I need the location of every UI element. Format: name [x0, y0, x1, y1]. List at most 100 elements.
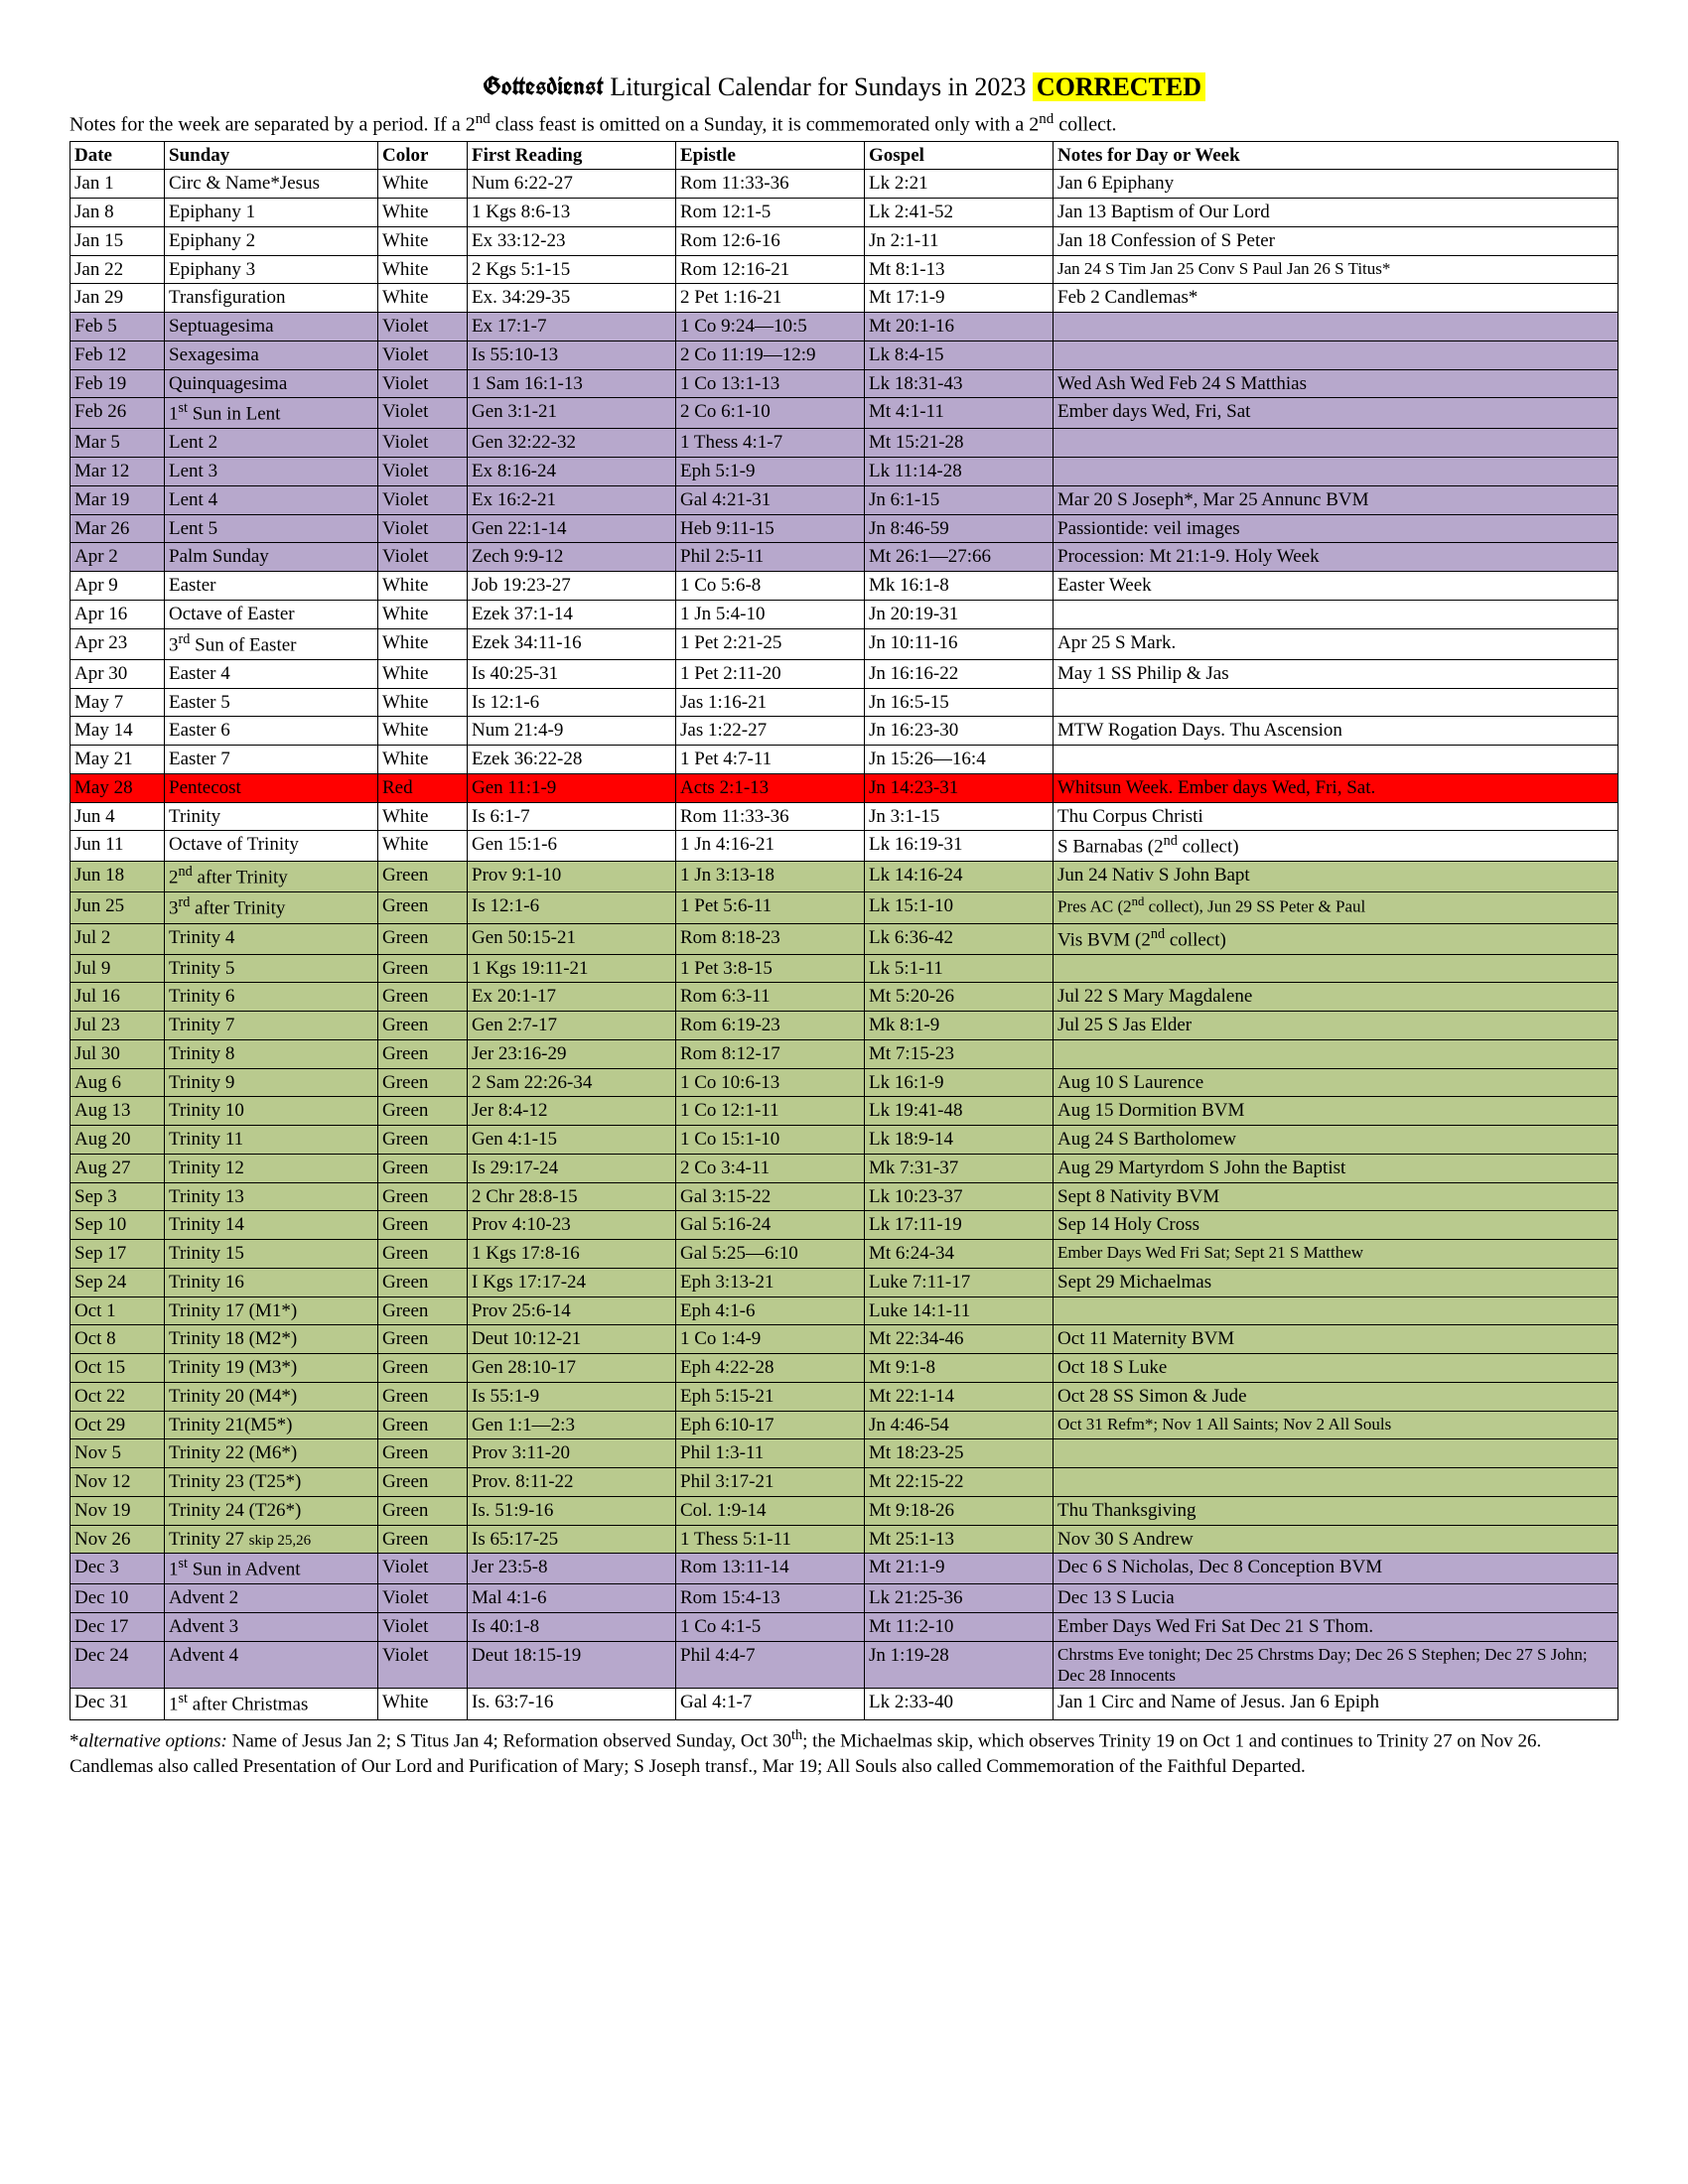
- gospel-cell: Mt 7:15-23: [865, 1039, 1054, 1068]
- notes-cell: Sep 14 Holy Cross: [1054, 1211, 1618, 1240]
- color-cell: Violet: [378, 1584, 468, 1613]
- epistle-cell: Eph 6:10-17: [676, 1411, 865, 1439]
- first-reading-cell: Gen 50:15-21: [468, 923, 676, 954]
- table-row: Apr 233rd Sun of EasterWhiteEzek 34:11-1…: [70, 628, 1618, 659]
- epistle-cell: Phil 1:3-11: [676, 1439, 865, 1468]
- first-reading-cell: Prov 4:10-23: [468, 1211, 676, 1240]
- epistle-cell: Rom 11:33-36: [676, 170, 865, 199]
- date-cell: Mar 5: [70, 429, 165, 458]
- first-reading-cell: 2 Kgs 5:1-15: [468, 255, 676, 284]
- first-reading-cell: Gen 32:22-32: [468, 429, 676, 458]
- sunday-cell: Trinity 11: [165, 1126, 378, 1155]
- gospel-cell: Mt 9:18-26: [865, 1496, 1054, 1525]
- notes-cell: Ember Days Wed Fri Sat Dec 21 S Thom.: [1054, 1613, 1618, 1642]
- date-cell: Jul 2: [70, 923, 165, 954]
- table-row: Jun 253rd after TrinityGreenIs 12:1-61 P…: [70, 892, 1618, 923]
- date-cell: Apr 30: [70, 659, 165, 688]
- footnote: *alternative options: Name of Jesus Jan …: [70, 1726, 1618, 1780]
- gospel-cell: Lk 18:31-43: [865, 369, 1054, 398]
- color-cell: White: [378, 831, 468, 862]
- sunday-cell: Epiphany 2: [165, 226, 378, 255]
- sunday-cell: Trinity 17 (M1*): [165, 1297, 378, 1325]
- notes-cell: Vis BVM (2nd collect): [1054, 923, 1618, 954]
- color-cell: Green: [378, 1496, 468, 1525]
- notes-cell: [1054, 746, 1618, 774]
- table-row: Nov 19Trinity 24 (T26*)GreenIs. 51:9-16C…: [70, 1496, 1618, 1525]
- notes-cell: Aug 24 S Bartholomew: [1054, 1126, 1618, 1155]
- gospel-cell: Lk 11:14-28: [865, 458, 1054, 486]
- first-reading-cell: Is 12:1-6: [468, 688, 676, 717]
- notes-cell: Jan 6 Epiphany: [1054, 170, 1618, 199]
- gospel-cell: Jn 3:1-15: [865, 802, 1054, 831]
- first-reading-cell: Is 6:1-7: [468, 802, 676, 831]
- date-cell: May 28: [70, 773, 165, 802]
- notes-cell: Ember days Wed, Fri, Sat: [1054, 398, 1618, 429]
- sunday-cell: Advent 3: [165, 1613, 378, 1642]
- first-reading-cell: Ex 33:12-23: [468, 226, 676, 255]
- date-cell: Oct 22: [70, 1382, 165, 1411]
- first-reading-cell: Ex 16:2-21: [468, 485, 676, 514]
- table-row: Apr 2Palm SundayVioletZech 9:9-12Phil 2:…: [70, 543, 1618, 572]
- sunday-cell: Trinity 7: [165, 1012, 378, 1040]
- first-reading-cell: Job 19:23-27: [468, 572, 676, 601]
- gospel-cell: Lk 2:33-40: [865, 1689, 1054, 1719]
- first-reading-cell: Gen 2:7-17: [468, 1012, 676, 1040]
- epistle-cell: 1 Co 15:1-10: [676, 1126, 865, 1155]
- sunday-cell: Easter: [165, 572, 378, 601]
- sunday-cell: Pentecost: [165, 773, 378, 802]
- first-reading-cell: Gen 15:1-6: [468, 831, 676, 862]
- notes-cell: Oct 28 SS Simon & Jude: [1054, 1382, 1618, 1411]
- epistle-cell: 1 Pet 3:8-15: [676, 954, 865, 983]
- column-header: First Reading: [468, 141, 676, 170]
- date-cell: Jan 8: [70, 199, 165, 227]
- sunday-cell: Easter 5: [165, 688, 378, 717]
- sunday-cell: Trinity 20 (M4*): [165, 1382, 378, 1411]
- gospel-cell: Lk 2:41-52: [865, 199, 1054, 227]
- table-row: Apr 16Octave of EasterWhiteEzek 37:1-141…: [70, 600, 1618, 628]
- table-row: Jun 4TrinityWhiteIs 6:1-7Rom 11:33-36Jn …: [70, 802, 1618, 831]
- date-cell: Apr 16: [70, 600, 165, 628]
- gospel-cell: Mt 11:2-10: [865, 1613, 1054, 1642]
- column-header: Epistle: [676, 141, 865, 170]
- color-cell: White: [378, 628, 468, 659]
- first-reading-cell: Is 55:1-9: [468, 1382, 676, 1411]
- sunday-cell: Octave of Easter: [165, 600, 378, 628]
- table-row: Jul 16Trinity 6GreenEx 20:1-17Rom 6:3-11…: [70, 983, 1618, 1012]
- date-cell: Aug 6: [70, 1068, 165, 1097]
- color-cell: White: [378, 688, 468, 717]
- color-cell: Green: [378, 1182, 468, 1211]
- epistle-cell: Jas 1:22-27: [676, 717, 865, 746]
- first-reading-cell: Prov 9:1-10: [468, 862, 676, 892]
- gospel-cell: Lk 18:9-14: [865, 1126, 1054, 1155]
- sunday-cell: Transfiguration: [165, 284, 378, 313]
- notes-cell: Nov 30 S Andrew: [1054, 1525, 1618, 1554]
- notes-cell: Whitsun Week. Ember days Wed, Fri, Sat.: [1054, 773, 1618, 802]
- epistle-cell: Rom 12:16-21: [676, 255, 865, 284]
- table-row: Jun 11Octave of TrinityWhiteGen 15:1-61 …: [70, 831, 1618, 862]
- color-cell: White: [378, 572, 468, 601]
- color-cell: Green: [378, 1068, 468, 1097]
- sunday-cell: Epiphany 1: [165, 199, 378, 227]
- notes-cell: Oct 31 Refm*; Nov 1 All Saints; Nov 2 Al…: [1054, 1411, 1618, 1439]
- color-cell: White: [378, 170, 468, 199]
- date-cell: Dec 24: [70, 1641, 165, 1689]
- first-reading-cell: Jer 8:4-12: [468, 1097, 676, 1126]
- notes-cell: MTW Rogation Days. Thu Ascension: [1054, 717, 1618, 746]
- epistle-cell: 1 Jn 3:13-18: [676, 862, 865, 892]
- sunday-cell: Easter 4: [165, 659, 378, 688]
- table-row: Aug 6Trinity 9Green2 Sam 22:26-341 Co 10…: [70, 1068, 1618, 1097]
- color-cell: White: [378, 199, 468, 227]
- sunday-cell: Trinity 10: [165, 1097, 378, 1126]
- gospel-cell: Mt 22:15-22: [865, 1468, 1054, 1497]
- epistle-cell: 2 Co 6:1-10: [676, 398, 865, 429]
- table-row: Oct 15Trinity 19 (M3*)GreenGen 28:10-17E…: [70, 1354, 1618, 1383]
- notes-cell: Jul 22 S Mary Magdalene: [1054, 983, 1618, 1012]
- notes-cell: Passiontide: veil images: [1054, 514, 1618, 543]
- epistle-cell: 1 Co 10:6-13: [676, 1068, 865, 1097]
- notes-cell: [1054, 1439, 1618, 1468]
- date-cell: Jan 1: [70, 170, 165, 199]
- table-row: Jan 8Epiphany 1White1 Kgs 8:6-13Rom 12:1…: [70, 199, 1618, 227]
- notes-cell: Jan 24 S Tim Jan 25 Conv S Paul Jan 26 S…: [1054, 255, 1618, 284]
- color-cell: Green: [378, 954, 468, 983]
- sunday-cell: Lent 5: [165, 514, 378, 543]
